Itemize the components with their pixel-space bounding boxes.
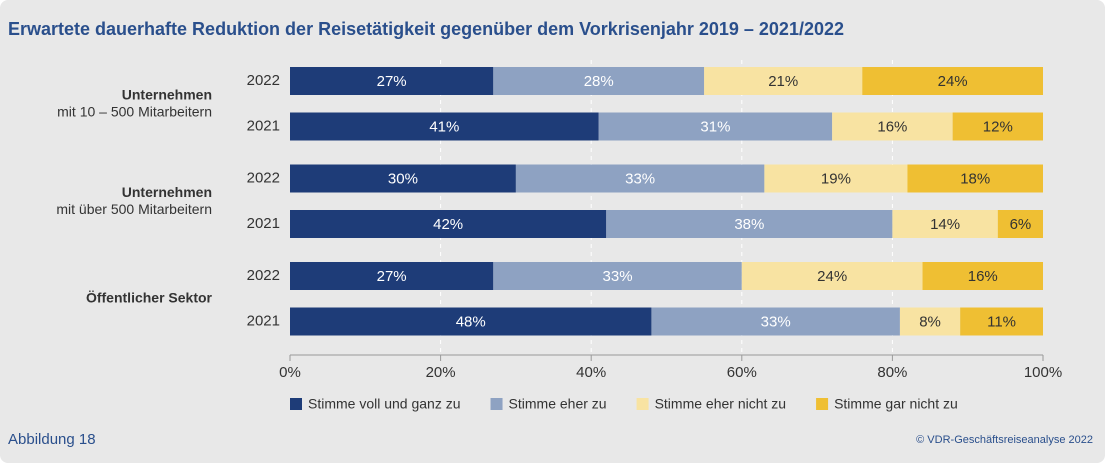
value-label: 31% <box>700 118 730 135</box>
source: © VDR-Geschäftsreiseanalyse 2022 <box>916 434 1093 446</box>
category-label: 2022 <box>247 72 280 89</box>
value-label: 33% <box>603 268 633 285</box>
x-tick-label: 40% <box>576 364 606 381</box>
chart-title: Erwartete dauerhafte Reduktion der Reise… <box>8 19 844 39</box>
group-label: Öffentlicher Sektor <box>86 289 213 305</box>
group-label: Unternehmen <box>122 184 212 200</box>
value-label: 19% <box>821 170 851 187</box>
value-label: 12% <box>983 118 1013 135</box>
value-label: 18% <box>960 170 990 187</box>
value-label: 27% <box>377 73 407 90</box>
value-label: 11% <box>987 313 1016 330</box>
legend-label: Stimme eher nicht zu <box>655 396 787 412</box>
value-label: 33% <box>625 170 655 187</box>
x-tick-label: 80% <box>877 364 907 381</box>
legend-swatch <box>490 398 503 410</box>
bar-segment <box>832 112 953 141</box>
value-label: 28% <box>584 73 614 90</box>
bar-segment <box>704 67 863 95</box>
bar-segment <box>290 307 652 336</box>
bar-segment <box>290 210 607 238</box>
value-label: 30% <box>388 170 418 187</box>
group-note: mit über 500 Mitarbeitern <box>56 201 212 217</box>
bar-segment <box>960 307 1043 336</box>
bar-segment <box>952 112 1043 141</box>
bar-segment <box>606 210 893 238</box>
bar-segment <box>290 262 494 290</box>
value-label: 38% <box>734 216 764 233</box>
bar-segment <box>907 164 1043 193</box>
category-label: 2021 <box>247 312 280 329</box>
category-label: 2021 <box>247 215 280 232</box>
x-tick-label: 20% <box>426 364 456 381</box>
bar-segment <box>892 210 998 238</box>
value-label: 27% <box>377 268 407 285</box>
legend-swatch <box>816 398 829 410</box>
category-label: 2021 <box>247 117 280 134</box>
value-label: 8% <box>919 313 941 330</box>
value-label: 33% <box>761 313 791 330</box>
bar-segment <box>493 262 742 290</box>
value-label: 16% <box>877 118 907 135</box>
bar-segment <box>922 262 1043 290</box>
value-label: 16% <box>968 268 998 285</box>
bar-segment <box>290 67 494 95</box>
value-label: 21% <box>768 73 798 90</box>
bar-segment <box>741 262 923 290</box>
x-tick-label: 60% <box>727 364 757 381</box>
value-label: 14% <box>930 216 960 233</box>
bar-segment <box>290 164 516 193</box>
bar-segment <box>493 67 705 95</box>
bar-segment <box>651 307 900 336</box>
bar-segment <box>997 210 1043 238</box>
bar-segment <box>598 112 833 141</box>
legend-swatch <box>636 398 649 410</box>
legend-label: Stimme gar nicht zu <box>834 396 958 412</box>
x-tick-label: 0% <box>279 364 301 381</box>
legend-swatch <box>290 398 302 410</box>
legend-label: Stimme eher zu <box>509 396 607 412</box>
bar-segment <box>290 112 599 141</box>
group-note: mit 10 – 500 Mitarbeitern <box>57 103 212 119</box>
category-label: 2022 <box>247 267 280 284</box>
value-label: 48% <box>456 313 486 330</box>
bar-segment <box>515 164 765 193</box>
value-label: 24% <box>938 73 968 90</box>
figure-label: Abbildung 18 <box>8 431 96 448</box>
x-tick-label: 100% <box>1024 364 1062 381</box>
value-label: 24% <box>817 268 847 285</box>
group-label: Unternehmen <box>122 86 212 102</box>
bar-segment <box>764 164 908 193</box>
bar-segment <box>899 307 961 336</box>
value-label: 41% <box>429 118 459 135</box>
value-label: 42% <box>433 216 463 233</box>
category-label: 2022 <box>247 169 280 186</box>
legend-label: Stimme voll und ganz zu <box>308 396 461 412</box>
bar-segment <box>862 67 1043 95</box>
value-label: 6% <box>1010 216 1032 233</box>
